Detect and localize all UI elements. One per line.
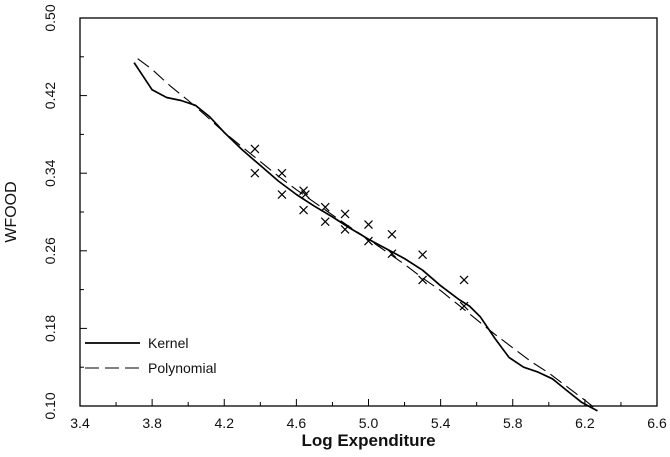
x-tick-label: 6.6 [647, 415, 667, 431]
scatter-point [299, 205, 309, 215]
scatter-point [364, 236, 373, 246]
y-tick-label: 0.50 [42, 4, 58, 31]
x-tick-label: 6.2 [575, 415, 595, 431]
y-tick-label: 0.26 [42, 237, 58, 264]
x-tick-label: 5.4 [431, 415, 451, 431]
scatter-point [277, 190, 287, 199]
y-tick-label: 0.10 [42, 392, 58, 419]
legend-label-polynomial: Polynomial [148, 360, 216, 376]
x-tick-label: 3.4 [70, 415, 90, 431]
scatter-point [250, 168, 260, 178]
x-axis: 3.4 3.8 4.2 4.6 5.0 5.4 5.8 6.2 6.6 [70, 399, 667, 431]
scatter-point [387, 249, 397, 259]
scatter-point [387, 229, 397, 239]
x-tick-label: 5.0 [359, 415, 379, 431]
y-tick-label: 0.34 [42, 159, 58, 186]
series-layer [133, 58, 598, 412]
scatter-point [250, 144, 260, 154]
scatter-point [459, 275, 469, 285]
x-tick-label: 4.2 [215, 415, 235, 431]
x-tick-label: 5.8 [503, 415, 523, 431]
x-axis-label: Log Expenditure [301, 431, 435, 450]
scatter-layer [250, 144, 469, 311]
x-tick-label: 4.6 [287, 415, 307, 431]
x-tick-label: 3.8 [142, 415, 162, 431]
scatter-point [340, 225, 350, 234]
scatter-point [320, 202, 330, 212]
legend-label-kernel: Kernel [148, 335, 188, 351]
scatter-point [459, 301, 469, 311]
legend: Kernel Polynomial [85, 335, 216, 376]
scatter-point [340, 209, 350, 219]
y-axis: 0.10 0.18 0.26 0.34 0.42 0.50 [42, 4, 87, 420]
scatter-point [277, 168, 287, 178]
y-tick-label: 0.42 [42, 82, 58, 109]
scatter-point [418, 250, 428, 260]
scatter-point [320, 217, 330, 227]
y-axis-label: WFOOD [3, 181, 20, 242]
scatter-point [300, 190, 310, 199]
scatter-point [418, 275, 428, 285]
series-line-polynomial [137, 58, 597, 410]
scatter-point [364, 220, 373, 230]
y-tick-label: 0.18 [42, 315, 58, 342]
